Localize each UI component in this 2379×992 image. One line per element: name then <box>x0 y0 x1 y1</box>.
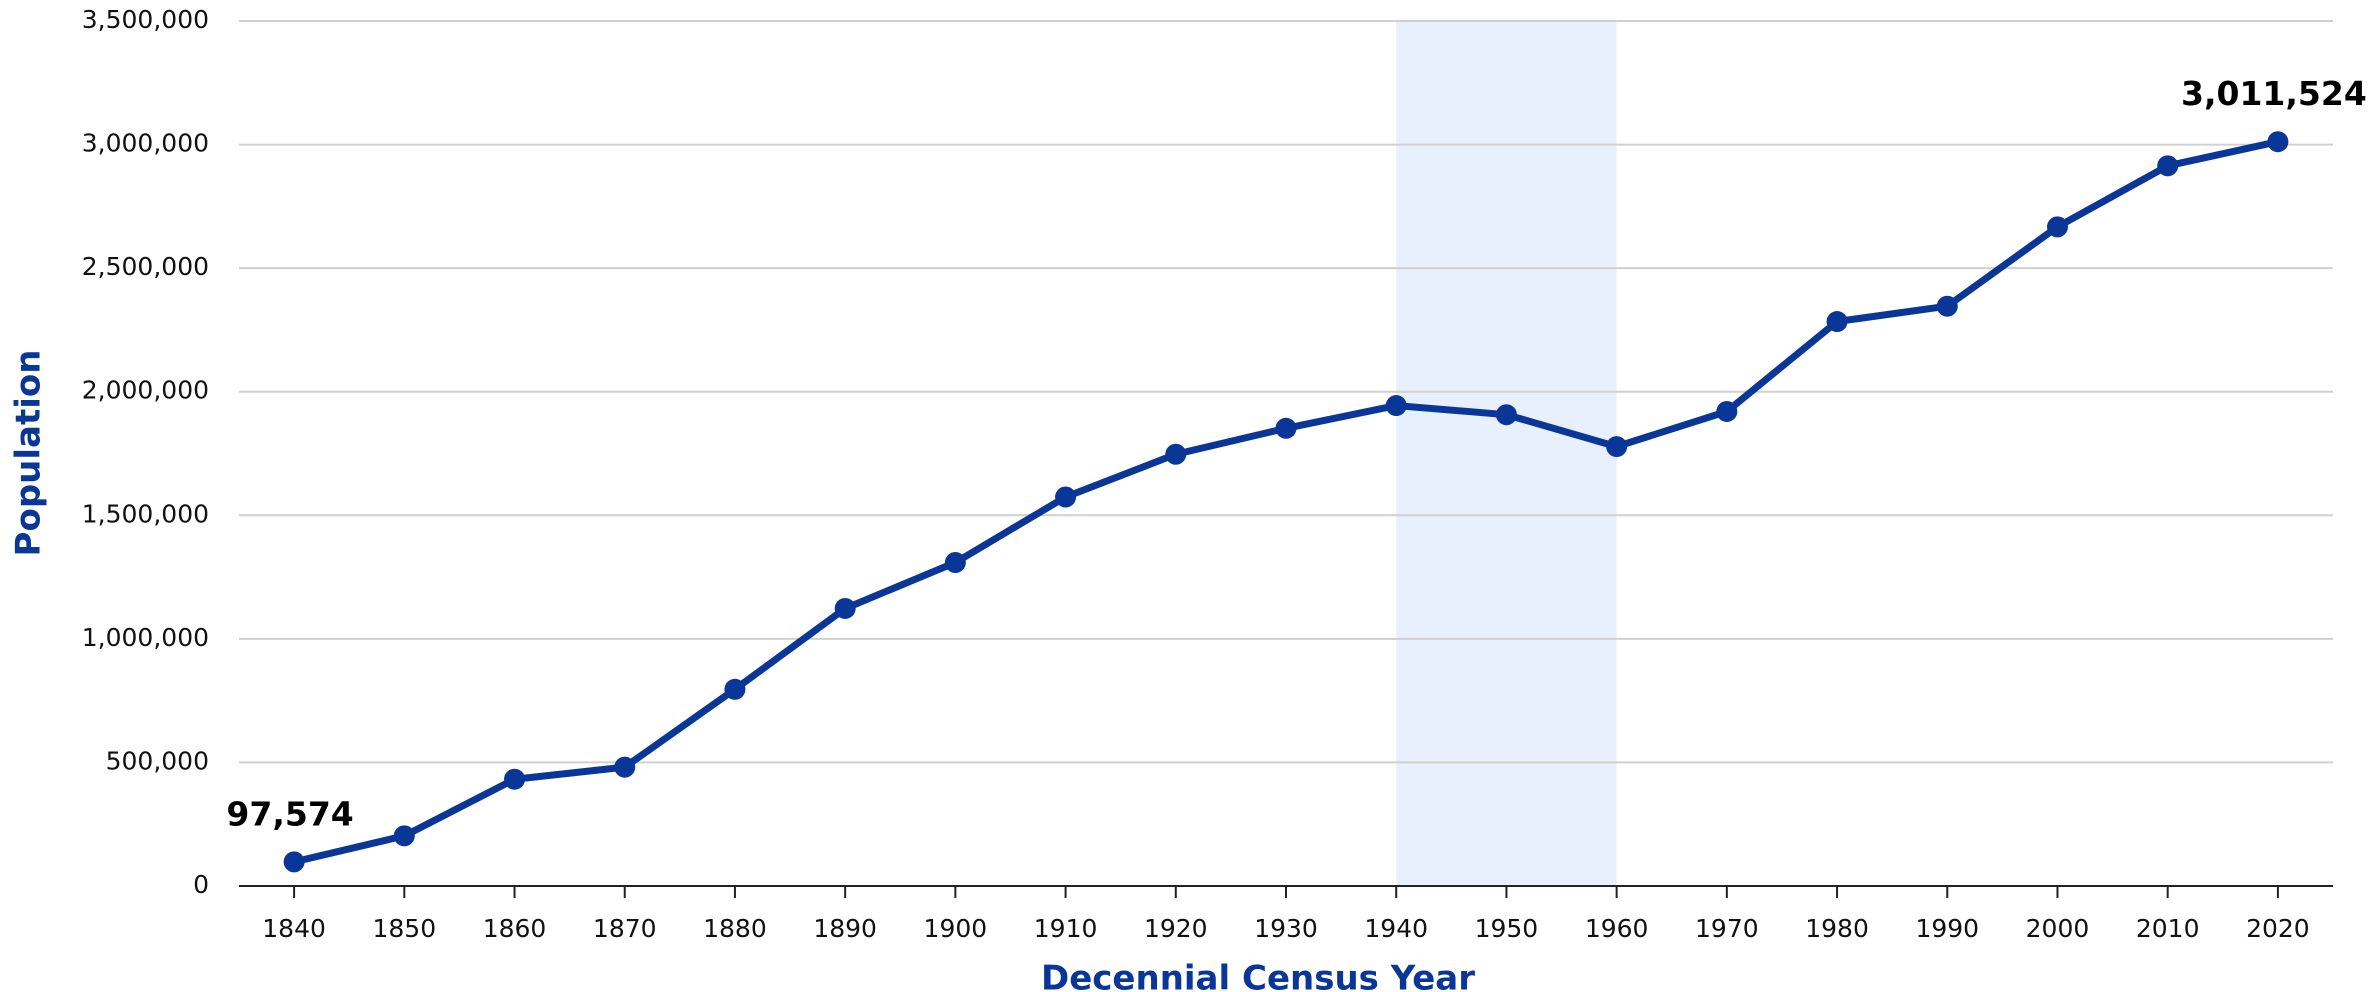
y-tick-label: 500,000 <box>106 746 209 775</box>
point <box>1826 311 1848 333</box>
point <box>1606 436 1628 458</box>
x-tick-label: 1950 <box>1475 914 1539 943</box>
point <box>283 851 305 873</box>
x-tick-label: 1880 <box>703 914 767 943</box>
x-tick-label: 1840 <box>262 914 326 943</box>
point <box>2267 131 2289 153</box>
point <box>614 756 636 778</box>
point <box>1165 443 1187 465</box>
point <box>1275 417 1297 439</box>
point <box>504 768 526 790</box>
point <box>2046 216 2068 238</box>
x-tick-label: 1850 <box>373 914 437 943</box>
y-tick-label: 3,000,000 <box>82 129 209 158</box>
x-tick-label: 1920 <box>1144 914 1208 943</box>
data-label: 3,011,524 <box>2181 74 2367 113</box>
line <box>293 138 2279 866</box>
x-tick-label: 1860 <box>483 914 547 943</box>
point <box>1385 395 1407 417</box>
point <box>1936 295 1958 317</box>
x-tick-label: 1900 <box>924 914 988 943</box>
x-tick-label: 1970 <box>1695 914 1759 943</box>
x-axis-title: Decennial Census Year <box>1041 959 1475 992</box>
y-axis-title: Population <box>9 350 49 557</box>
x-tick-label: 1990 <box>1915 914 1979 943</box>
x-tick-label: 1910 <box>1034 914 1098 943</box>
x-tick-label: 1980 <box>1805 914 1869 943</box>
x-tick-label: 2010 <box>2136 914 2200 943</box>
point <box>944 551 966 573</box>
point <box>834 597 856 619</box>
x-tick-label: 2000 <box>2026 914 2090 943</box>
y-tick-label: 1,500,000 <box>82 499 209 528</box>
point <box>1716 400 1738 422</box>
point <box>393 825 415 847</box>
point <box>1495 404 1517 426</box>
y-tick-label: 0 <box>193 870 209 899</box>
highlight-band <box>1396 21 1617 886</box>
x-tick-label: 1890 <box>813 914 877 943</box>
y-tick-label: 2,500,000 <box>82 252 209 281</box>
point <box>1055 486 1077 508</box>
y-tick-label: 3,500,000 <box>82 5 209 34</box>
y-tick-label: 2,000,000 <box>82 376 209 405</box>
x-tick-label: 1870 <box>593 914 657 943</box>
x-tick-label: 1930 <box>1254 914 1318 943</box>
data-label: 97,574 <box>226 794 353 833</box>
x-tick-label: 1960 <box>1585 914 1649 943</box>
point <box>2157 155 2179 177</box>
x-tick-label: 2020 <box>2246 914 2310 943</box>
point <box>724 678 746 700</box>
y-tick-label: 1,000,000 <box>82 623 209 652</box>
x-tick-label: 1940 <box>1364 914 1428 943</box>
